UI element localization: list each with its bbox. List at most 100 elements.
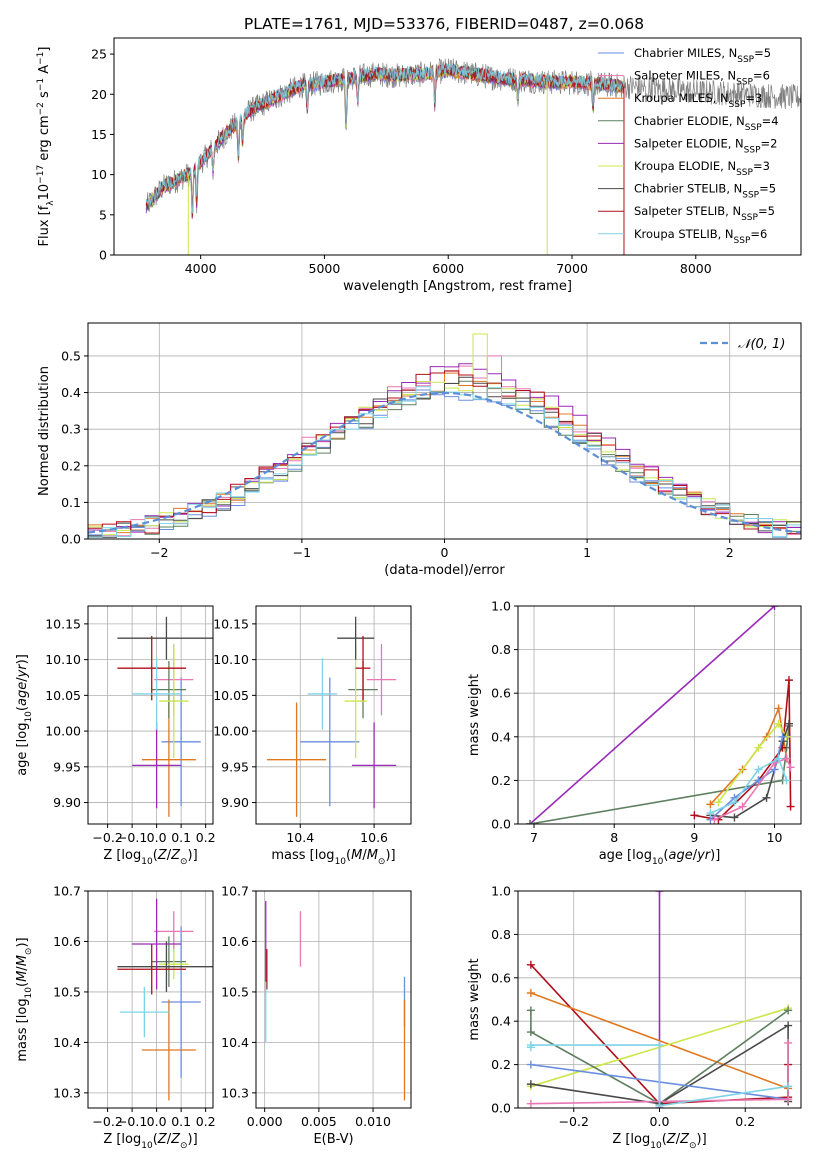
y-tick-label: 10.6 — [53, 934, 81, 949]
mass-weight-marker — [526, 988, 535, 997]
y-tick-label: 10.05 — [213, 688, 249, 703]
x-tick-label: 0 — [441, 545, 449, 560]
y-tick-label: 10.05 — [45, 688, 81, 703]
mass-weight-marker — [762, 793, 771, 802]
x-tick-label: 7 — [530, 830, 538, 845]
figure-title: PLATE=1761, MJD=53376, FIBERID=0487, z=0… — [244, 15, 644, 33]
mass-weight-marker — [526, 1099, 535, 1108]
y-tick-label: 0.3 — [61, 422, 81, 437]
residual-histogram — [88, 370, 801, 534]
y-axis-label: age [log10(age/yr)] — [15, 654, 34, 776]
panel-weight-Z: −0.2 0.0 0.2 0.0 0.2 0.4 0.6 0.8 1.0 Z [log10(Z/Z… — [467, 884, 802, 1151]
legend-residuals: 𝒩(0, 1) — [700, 337, 785, 352]
mass-weight-marker — [655, 1041, 664, 1050]
mass-weight-marker — [786, 802, 795, 811]
x-tick-label: 10 — [767, 830, 783, 845]
y-tick-label: 0.0 — [491, 817, 511, 832]
mass-weight-marker — [754, 765, 763, 774]
x-tick-label: −1 — [293, 545, 311, 560]
y-tick-label: 10.00 — [213, 724, 249, 739]
legend-label: Chabrier MILES, NSSP=5 — [634, 46, 771, 65]
y-tick-label: 10.15 — [213, 616, 249, 631]
residual-histogram — [88, 389, 801, 538]
mass-weight-line — [530, 992, 789, 1090]
mass-weight-marker — [526, 1028, 535, 1037]
x-axis-label: (data-model)/error — [384, 563, 505, 578]
y-tick-label: 10.10 — [213, 652, 249, 667]
plot-area-mass-Z — [117, 898, 213, 1101]
mass-weight-marker — [655, 891, 664, 895]
x-tick-label: 8 — [610, 830, 618, 845]
mass-weight-marker — [526, 1041, 535, 1050]
y-tick-label: 0.2 — [491, 773, 511, 788]
mass-weight-marker — [784, 1095, 793, 1104]
x-tick-label: 5000 — [309, 261, 341, 276]
mass-weight-marker — [714, 798, 723, 807]
grid-mass-ebv — [256, 890, 411, 1108]
legend-label: Kroupa STELIB, NSSP=6 — [634, 227, 767, 246]
legend-label: 𝒩(0, 1) — [738, 337, 785, 352]
mass-weight-marker — [770, 606, 779, 610]
axes-frame — [517, 890, 802, 1109]
y-tick-label: 10.7 — [221, 884, 249, 899]
legend-label: Kroupa ELODIE, NSSP=3 — [634, 159, 770, 178]
x-tick-label: 9 — [690, 830, 698, 845]
y-tick-label: 9.90 — [53, 795, 81, 810]
plot-area-weight-Z — [526, 891, 793, 1108]
mass-weight-line — [717, 722, 788, 803]
x-tick-label: 0.2 — [196, 830, 216, 845]
mass-weight-marker — [690, 811, 699, 820]
x-tick-label: 0.005 — [301, 1114, 337, 1129]
plot-area-age-Z — [117, 616, 213, 817]
mass-weight-line — [529, 725, 790, 824]
y-tick-label: 0 — [99, 248, 107, 263]
y-axis-label: Flux [fλ10−17 erg cm−2 s−1 A−1] — [36, 47, 56, 247]
mass-weight-marker — [774, 719, 783, 728]
mass-weight-marker — [782, 776, 791, 785]
panel-residuals: −2 −1 0 1 2 0.0 0.1 0.2 0.3 0.4 0.5 (data-model)/er… — [37, 322, 802, 578]
x-tick-label: 0.2 — [196, 1114, 216, 1129]
grid-age-mass — [256, 606, 411, 824]
x-tick-label: 0.0 — [650, 1114, 670, 1129]
x-tick-label: −2 — [150, 545, 168, 560]
mass-weight-marker — [526, 1006, 535, 1015]
x-tick-label: −0.2 — [92, 1114, 122, 1129]
y-tick-label: 0.1 — [61, 495, 81, 510]
x-tick-label: −0.2 — [559, 1114, 589, 1129]
x-tick-label: 0.010 — [355, 1114, 391, 1129]
y-axis-label: mass [log10(M/M⊙)] — [15, 937, 34, 1061]
y-tick-label: 10.10 — [45, 652, 81, 667]
y-tick-label: 10.00 — [45, 724, 81, 739]
y-tick-label: 0.8 — [491, 927, 511, 942]
legend-label: Chabrier ELODIE, NSSP=4 — [634, 114, 779, 133]
x-tick-label: 10.4 — [286, 830, 314, 845]
mass-weight-marker — [526, 960, 535, 969]
mass-weight-marker — [526, 1060, 535, 1069]
y-tick-label: 1.0 — [491, 599, 511, 614]
mass-weight-marker — [784, 1082, 793, 1091]
x-tick-label: −0.1 — [117, 830, 147, 845]
mass-weight-marker — [774, 704, 783, 713]
y-tick-label: 15 — [91, 127, 107, 142]
y-tick-label: 9.95 — [53, 759, 81, 774]
x-axis-label: age [log10(age/yr)] — [599, 848, 721, 867]
y-tick-label: 25 — [91, 47, 107, 62]
panel-age-Z: −0.2−0.1 0.0 0.1 0.2 9.90 9.95 10.00 10.05 10.10… — [15, 605, 216, 867]
mass-weight-marker — [526, 820, 535, 824]
x-tick-label: 8000 — [680, 261, 712, 276]
panel-age-mass: 10.4 10.6 9.90 9.95 10.00 10.05 10.10 10.15 mass… — [213, 605, 412, 867]
panel-weight-age: 7 8 9 10 0.0 0.2 0.4 0.6 0.8 1.0 age [log10(age/yr… — [467, 599, 802, 867]
y-tick-label: 9.95 — [221, 759, 249, 774]
mass-weight-marker — [784, 676, 793, 685]
y-tick-label: 0.8 — [491, 642, 511, 657]
mass-weight-line — [714, 757, 792, 821]
x-tick-label: 0.1 — [171, 830, 191, 845]
y-tick-label: 0.4 — [491, 729, 511, 744]
x-tick-label: 0.0 — [147, 830, 167, 845]
axes-frame — [113, 37, 802, 256]
mass-weight-marker — [762, 732, 771, 741]
y-tick-label: 10.4 — [53, 1035, 81, 1050]
x-tick-label: 0.000 — [247, 1114, 283, 1129]
y-tick-label: 10.6 — [221, 934, 249, 949]
